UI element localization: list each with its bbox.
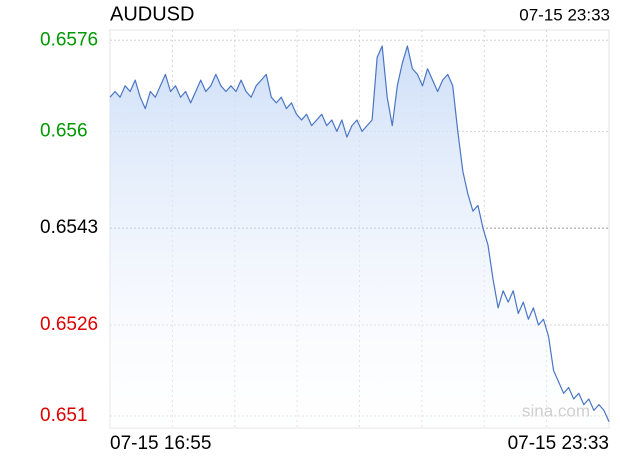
x-tick-label: 07-15 23:33	[508, 433, 609, 454]
x-tick-label: 07-15 16:55	[110, 433, 211, 454]
chart-title: AUDUSD	[110, 3, 194, 25]
y-tick-label: 0.6576	[40, 29, 98, 50]
price-area	[110, 45, 609, 428]
y-tick-label: 0.651	[40, 405, 88, 426]
current-time: 07-15 23:33	[519, 5, 610, 24]
price-line	[109, 45, 610, 422]
y-tick-label: 0.6543	[40, 217, 98, 238]
y-tick-label: 0.6526	[40, 314, 98, 335]
y-tick-label: 0.656	[40, 120, 88, 141]
watermark: sina.com	[522, 401, 590, 420]
